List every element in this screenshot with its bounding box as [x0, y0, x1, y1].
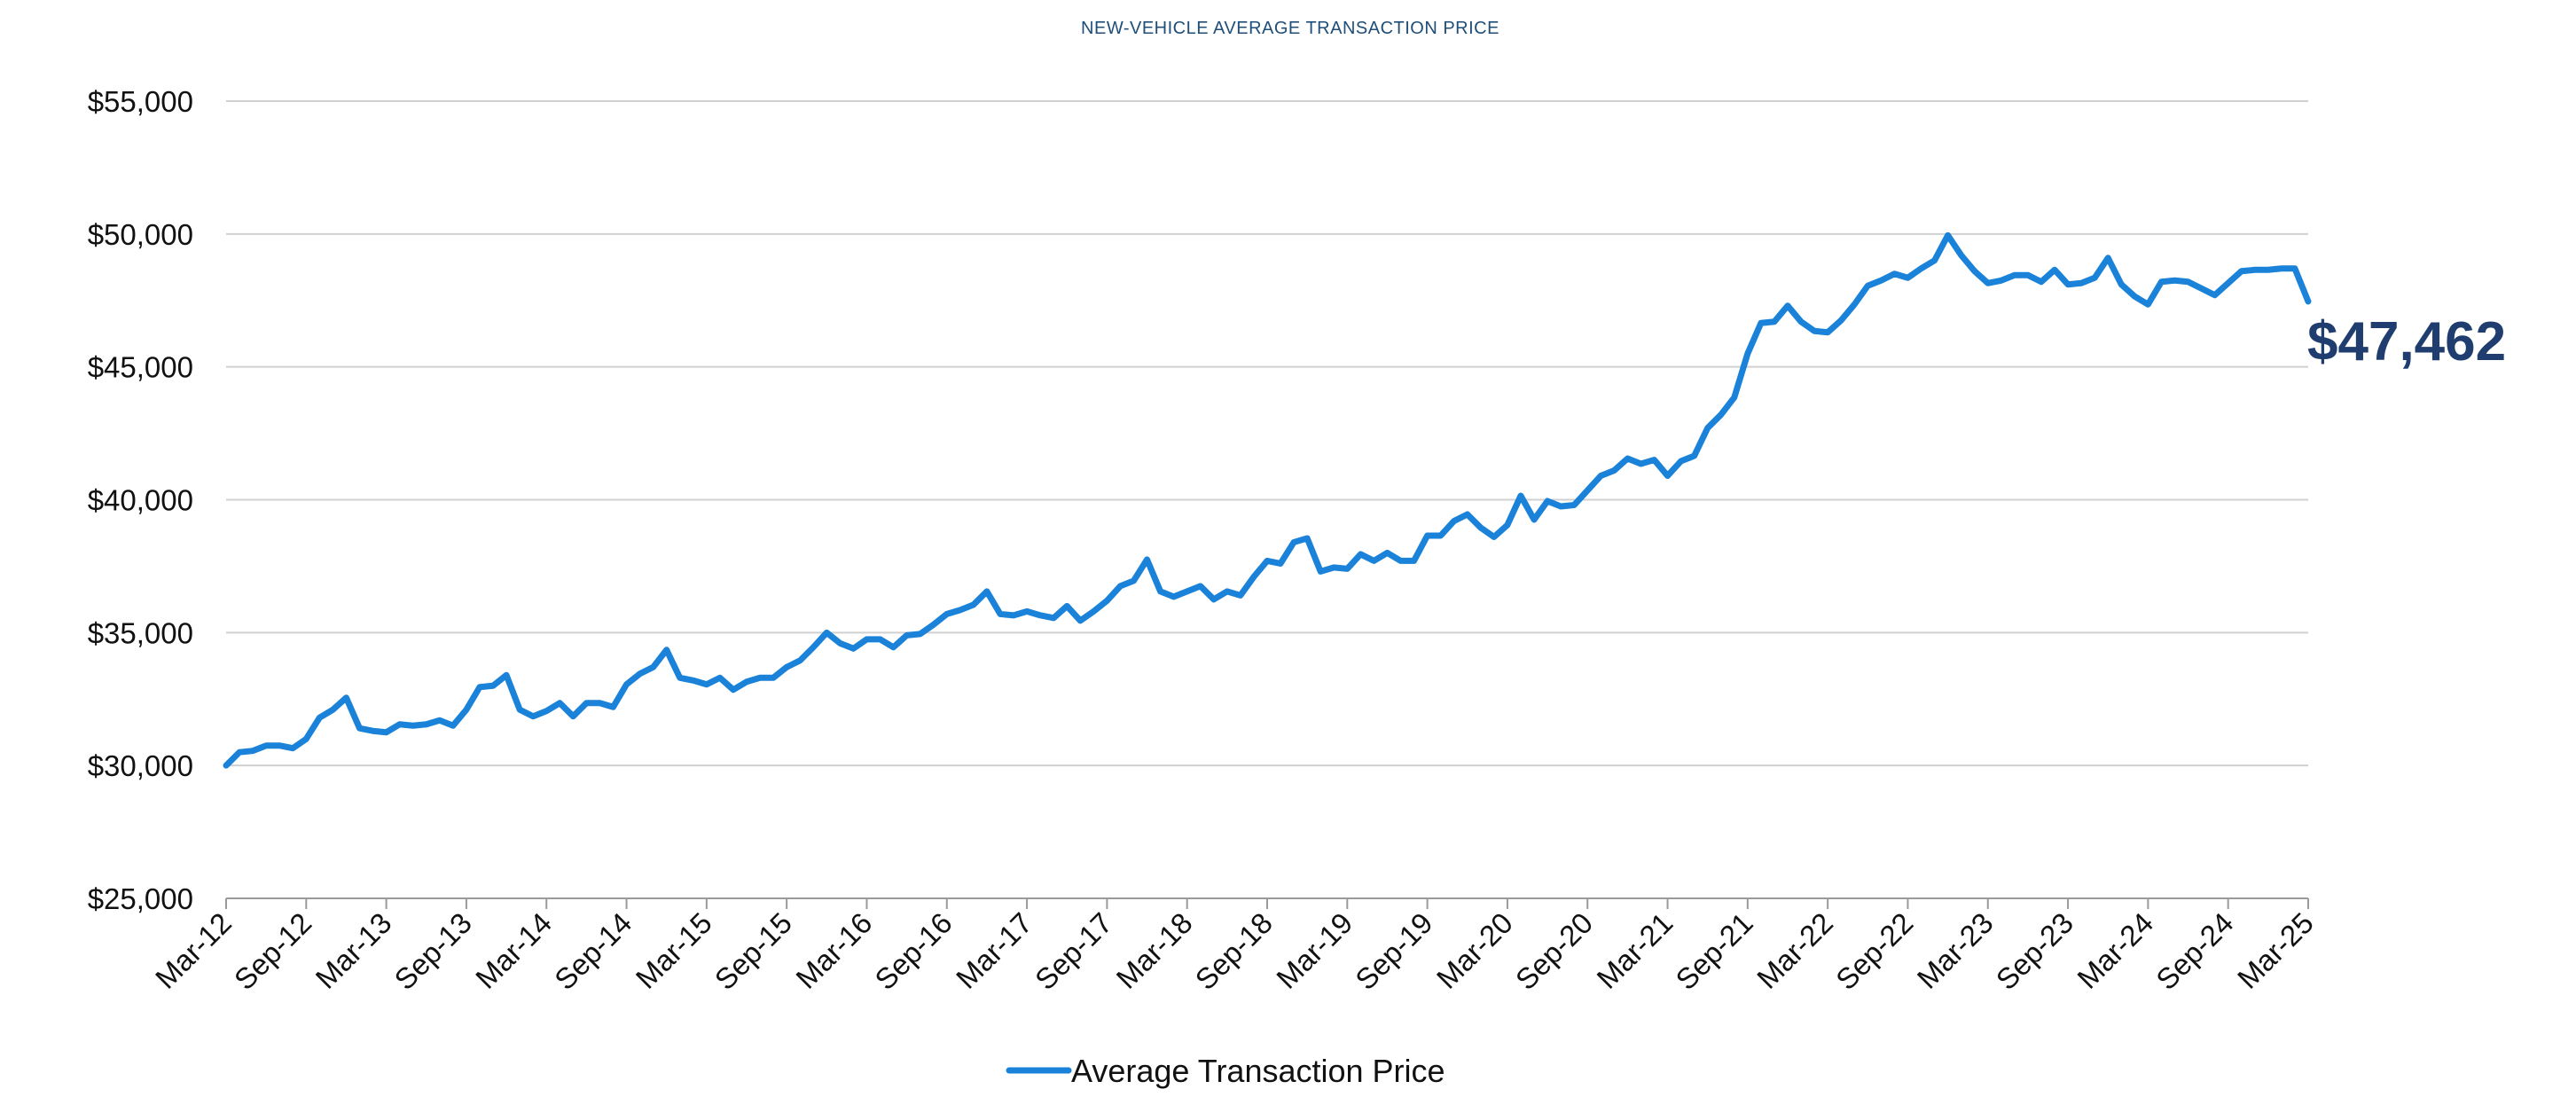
- gridlines: [226, 100, 2308, 767]
- y-tick-label: $45,000: [88, 351, 193, 384]
- x-tick-label: Mar-19: [1270, 906, 1358, 995]
- x-tick-label: Mar-14: [469, 906, 558, 995]
- x-tick-label: Mar-18: [1110, 906, 1199, 995]
- chart-title: NEW-VEHICLE AVERAGE TRANSACTION PRICE: [1081, 19, 1499, 38]
- y-tick-label: $25,000: [88, 882, 193, 915]
- x-tick-label: Sep-21: [1669, 906, 1758, 996]
- x-tick-label: Mar-12: [149, 906, 238, 995]
- x-tick-label: Mar-21: [1590, 906, 1679, 995]
- x-tick-label: Mar-16: [789, 906, 878, 995]
- x-tick-label: Sep-12: [228, 906, 317, 996]
- x-tick-label: Sep-19: [1349, 906, 1438, 996]
- x-tick-label: Sep-18: [1189, 906, 1279, 996]
- x-tick-label: Sep-23: [1990, 906, 2079, 996]
- y-tick-label: $55,000: [88, 85, 193, 118]
- y-tick-label: $35,000: [88, 616, 193, 649]
- x-tick-label: Mar-23: [1911, 906, 2000, 995]
- x-tick-label: Sep-17: [1029, 906, 1118, 996]
- y-axis-tick-labels: $25,000 $30,000 $35,000 $40,000 $45,000 $50,0…: [88, 85, 193, 915]
- x-tick-label: Sep-16: [868, 906, 958, 996]
- x-tick-label: Sep-14: [548, 906, 638, 996]
- y-tick-label: $40,000: [88, 484, 193, 517]
- y-tick-label: $30,000: [88, 749, 193, 782]
- x-tick-label: Mar-20: [1430, 906, 1519, 995]
- last-value-label: $47,462: [2307, 311, 2506, 372]
- x-tick-label: Sep-22: [1829, 906, 1919, 996]
- x-tick-label: Mar-25: [2231, 906, 2320, 995]
- y-tick-label: $50,000: [88, 218, 193, 251]
- x-tick-label: Sep-13: [388, 906, 477, 996]
- x-tick-label: Sep-20: [1509, 906, 1599, 996]
- legend: Average Transaction Price: [1006, 1053, 1445, 1089]
- legend-label: Average Transaction Price: [1071, 1053, 1445, 1089]
- x-axis: [225, 897, 2309, 909]
- x-tick-label: Mar-15: [630, 906, 718, 995]
- x-tick-label: Sep-15: [709, 906, 798, 996]
- x-tick-label: Mar-17: [950, 906, 1038, 995]
- x-tick-label: Sep-24: [2149, 906, 2239, 996]
- series-line-average-transaction-price: [223, 231, 2312, 769]
- x-tick-label: Mar-22: [1750, 906, 1839, 995]
- x-tick-label: Mar-24: [2071, 906, 2159, 995]
- x-tick-label: Mar-13: [309, 906, 397, 995]
- x-axis-tick-labels: Mar-12Sep-12Mar-13Sep-13Mar-14Sep-14Mar-…: [149, 906, 2320, 996]
